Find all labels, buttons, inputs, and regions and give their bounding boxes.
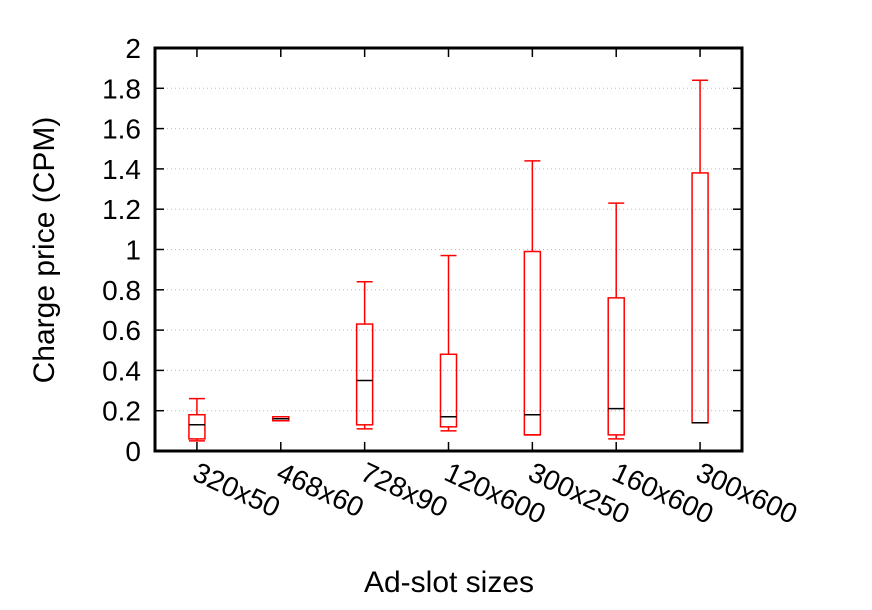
y-axis-label: Charge price (CPM) bbox=[28, 117, 61, 384]
y-tick-label: 1.2 bbox=[102, 194, 141, 225]
box bbox=[607, 297, 625, 436]
x-tick-label: 728x90 bbox=[356, 456, 452, 523]
plot-frame bbox=[153, 46, 744, 453]
y-tick-label: 0.6 bbox=[102, 315, 141, 346]
y-tick-label: 0 bbox=[125, 436, 141, 467]
box bbox=[523, 250, 542, 436]
box bbox=[691, 172, 709, 424]
y-tick-label: 0.2 bbox=[102, 396, 141, 427]
x-tick-label: 320x50 bbox=[188, 456, 284, 523]
y-tick-label: 2 bbox=[125, 33, 141, 64]
box bbox=[188, 413, 206, 440]
box bbox=[355, 323, 374, 426]
x-tick-label: 468x60 bbox=[272, 456, 368, 523]
box bbox=[439, 353, 458, 428]
y-tick-label: 0.8 bbox=[102, 275, 141, 306]
y-tick-label: 1 bbox=[125, 235, 141, 266]
y-tick-label: 1.4 bbox=[102, 154, 141, 185]
y-tick-label: 0.4 bbox=[102, 355, 141, 386]
y-tick-label: 1.8 bbox=[102, 73, 141, 104]
y-tick-label: 1.6 bbox=[102, 114, 141, 145]
x-axis-label: Ad-slot sizes bbox=[364, 566, 534, 599]
